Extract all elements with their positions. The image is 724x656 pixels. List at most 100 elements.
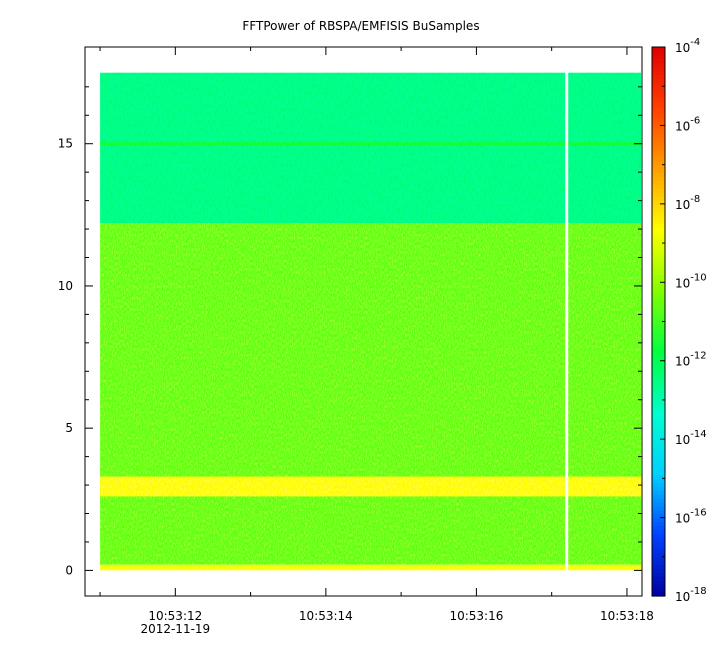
colorbar-segment [652,537,665,542]
colorbar-segment [652,58,665,64]
colorbar-segment [652,470,665,476]
colorbar-segment [652,74,665,79]
colorbar-tick-label: 10-18 [675,586,707,604]
colorbar-segment [652,446,665,452]
colorbar-segment [652,388,665,393]
colorbar-segment [652,411,665,417]
colorbar-segment [652,105,665,111]
colorbar-segment [652,219,665,225]
colorbar-segment [652,137,665,142]
colorbar-segment [652,568,665,574]
colorbar-segment [652,380,665,385]
colorbar-segment [652,297,665,303]
colorbar-segment [652,396,665,401]
colorbar-segment [652,50,665,56]
colorbar-segment [652,368,665,374]
colorbar-segment [652,548,665,554]
colorbar-segment [652,274,665,279]
colorbar-segment [652,239,665,244]
colorbar-segment [652,439,665,444]
x-tick-label: 10:53:14 [299,609,353,623]
colorbar-segment [652,270,665,276]
colorbar-tick-label: 10-8 [675,194,700,212]
colorbar-segment [652,86,665,91]
colorbar-segment [652,482,665,487]
colorbar-segment [652,309,665,315]
colorbar-segment [652,313,665,319]
colorbar-segment [652,521,665,527]
colorbar-segment [652,466,665,472]
colorbar-segment [652,148,665,154]
colorbar-segment [652,584,665,589]
colorbar-segment [652,348,665,354]
colorbar-segment [652,196,665,201]
colorbar-segment [652,125,665,130]
colorbar-segment [652,223,665,228]
colorbar-segment [652,266,665,272]
colorbar-segment [652,556,665,562]
colorbar-tick-label: 10-12 [675,351,707,369]
colorbar-segment [652,301,665,307]
colorbar-segment [652,333,665,338]
colorbar-segment [652,478,665,483]
colorbar-segment [652,133,665,138]
chart-title: FFTPower of RBSPA/EMFISIS BuSamples [242,19,479,33]
colorbar: 10-18 10-16 10-14 10-12 10-10 10-8 10-6 10-4 [651,37,707,604]
colorbar-segment [652,235,665,240]
colorbar-segment [652,117,665,123]
colorbar-segment [652,278,665,283]
colorbar-segment [652,317,665,323]
colorbar-segment [652,423,665,428]
colorbar-segment [652,243,665,248]
spectrogram-data [100,72,641,571]
colorbar-segment [652,376,665,381]
colorbar-segment [652,415,665,421]
plot-frame [84,46,643,597]
colorbar-segment [652,192,665,197]
colorbar-segment [652,403,665,409]
colorbar-segment [652,188,665,193]
colorbar-segment [652,246,665,252]
colorbar-segment [652,592,665,597]
colorbar-segment [652,145,665,150]
colorbar-segment [652,101,665,107]
colorbar-segment [652,211,665,217]
spectrogram-band-highlight [100,476,641,497]
colorbar-segment [652,497,665,503]
x-tick-label: 10:53:18 [600,609,654,623]
colorbar-segment [652,364,665,370]
colorbar-segment [652,66,665,72]
colorbar-segment [652,564,665,570]
colorbar-segment [652,384,665,389]
colorbar-segment [652,152,665,158]
colorbar-segment [652,172,665,178]
colorbar-segment [652,541,665,546]
colorbar-segment [652,176,665,181]
colorbar-segment [652,294,665,299]
data-gap [565,72,569,571]
colorbar-segment [652,533,665,538]
colorbar-segment [652,54,665,60]
colorbar-segment [652,345,665,350]
colorbar-segment [652,321,665,327]
x-tick-label: 10:53:16 [449,609,503,623]
colorbar-segment [652,529,665,534]
colorbar-segment [652,474,665,479]
colorbar-segment [652,450,665,456]
colorbar-segment [652,454,665,460]
colorbar-segment [652,392,665,397]
colorbar-segment [652,545,665,550]
colorbar-segment [652,97,665,103]
colorbar-tick-label: 10-10 [675,272,707,290]
colorbar-segment [652,129,665,134]
colorbar-segment [652,231,665,236]
plot-area: 0 5 10 15 10:53:12 10:53:14 10:53:16 10:53:18 20… [58,46,654,636]
colorbar-segment [652,588,665,593]
colorbar-tick-label: 10-4 [675,37,700,55]
colorbar-segment [652,156,665,162]
colorbar-segment [652,372,665,377]
colorbar-segment [652,207,665,213]
colorbar-segment [652,113,665,119]
colorbar-segment [652,141,665,146]
y-tick-label: 15 [58,137,73,151]
